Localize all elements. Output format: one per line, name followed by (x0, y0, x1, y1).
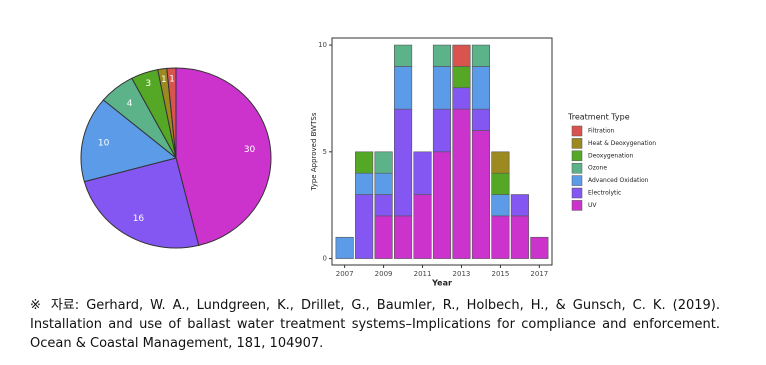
legend-swatch (571, 150, 583, 162)
slice-label: 30 (244, 145, 256, 155)
bar-segment (510, 194, 529, 217)
panel-border (331, 37, 553, 266)
bar-segment (471, 66, 490, 110)
bar-segment (471, 44, 490, 67)
bar-segment (491, 172, 510, 195)
bar-segment (530, 236, 549, 259)
bar-segment (452, 66, 471, 89)
bar-segment (452, 87, 471, 110)
bar-segment (452, 44, 471, 67)
x-tick-label: 2013 (453, 270, 471, 278)
legend-title: Treatment Type (567, 113, 630, 122)
pie-slice (166, 67, 177, 159)
pie-slice (175, 67, 272, 246)
pie-slice (83, 157, 200, 249)
slice-label: 16 (133, 214, 145, 224)
source-caption: ※ 자료: Gerhard, W. A., Lundgreen, K., Dri… (30, 298, 720, 351)
slice-label: 4 (127, 99, 133, 109)
legend-label: Heat & Deoxygenation (588, 140, 656, 147)
x-tick-label: 2017 (530, 270, 548, 278)
y-tick-label: 10 (318, 41, 327, 49)
bar-segment (471, 108, 490, 131)
slice-label: 1 (169, 74, 175, 84)
x-tick-label: 2011 (414, 270, 432, 278)
y-axis-title: Type Approved BWTSs (310, 112, 318, 191)
bar-segment (394, 215, 413, 259)
y-tick-label: 0 (323, 255, 327, 263)
bar-segment (394, 108, 413, 217)
slice-label: 10 (98, 138, 110, 148)
legend-swatch (571, 200, 583, 211)
bar-segment (374, 151, 393, 174)
bar-segment (355, 172, 374, 195)
legend-label: UV (588, 202, 597, 209)
bar-segment (374, 172, 393, 195)
legend-label: Electrolytic (588, 190, 621, 197)
bar-segment (355, 194, 374, 259)
bar-segment (335, 236, 354, 259)
legend-swatch (571, 175, 583, 186)
slice-label: 1 (161, 75, 167, 85)
bar-segment (432, 108, 452, 153)
legend-swatch (571, 187, 583, 199)
slice-label: 3 (145, 79, 151, 89)
bar-segment (491, 215, 510, 259)
x-tick-label: 2009 (375, 270, 393, 278)
bar-segment (432, 151, 452, 259)
legend-label: Filtration (588, 128, 615, 135)
legend-swatch (571, 138, 583, 149)
bar-segment (355, 151, 374, 174)
bar-segment (491, 151, 510, 174)
x-axis-title: Year (431, 279, 452, 288)
legend-label: Advanced Oxidation (588, 177, 649, 184)
bar-segment (394, 44, 413, 67)
pie-slice (80, 99, 178, 183)
y-tick-label: 5 (323, 148, 327, 156)
bar-segment (374, 194, 393, 217)
legend-label: Ozone (588, 165, 607, 172)
legend-swatch (571, 162, 583, 174)
x-tick-label: 2015 (491, 270, 509, 278)
bar-segment (432, 44, 452, 67)
bar-segment (394, 66, 413, 110)
x-tick-label: 2007 (336, 270, 354, 278)
bar-segment (510, 215, 529, 259)
bar-segment (491, 194, 510, 217)
legend-swatch (571, 125, 583, 137)
bar-segment (413, 151, 432, 195)
bar-segment (432, 66, 452, 110)
bar-segment (452, 108, 471, 259)
bar-segment (471, 130, 490, 259)
bar-segment (374, 215, 393, 259)
legend-label: Deoxygenation (588, 152, 634, 159)
bar-segment (413, 194, 432, 259)
